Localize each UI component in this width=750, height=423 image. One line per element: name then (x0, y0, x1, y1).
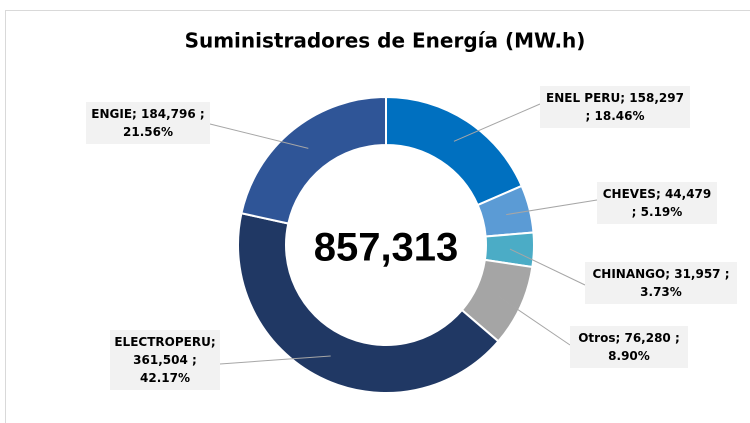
percent-label: 8.90% (608, 349, 650, 363)
data-label: CHEVES; 44,479 ; 5.19% (597, 182, 717, 224)
separator: ; (192, 353, 197, 367)
separator: ; (655, 187, 661, 201)
chart-title: Suministradores de Energía (MW.h) (185, 29, 586, 53)
separator: ; (132, 107, 137, 121)
leader-line (498, 296, 571, 346)
separator: ; (631, 205, 637, 219)
slice (237, 212, 500, 394)
separator: ; (674, 331, 680, 345)
value-label: 76,280 (624, 331, 671, 345)
percent-label: 42.17% (140, 371, 190, 385)
separator: ; (615, 331, 621, 345)
leader-line (506, 199, 598, 216)
slice (385, 95, 524, 207)
data-label: Otros; 76,280 ; 8.90% (570, 326, 688, 368)
leader-line (219, 355, 331, 365)
leader-line (209, 123, 309, 149)
leader-line (509, 248, 586, 286)
category: CHEVES (602, 187, 656, 201)
leader-line (453, 103, 541, 142)
category: ENGIE (91, 107, 133, 121)
separator: ; (665, 267, 671, 281)
category: CHINANGO (592, 267, 666, 281)
category: ENEL PERU (546, 91, 621, 105)
category: Otros (578, 331, 616, 345)
total-label: 857,313 (314, 226, 459, 270)
percent-label: 21.56% (123, 125, 173, 139)
value-label: 44,479 (664, 187, 712, 201)
percent-label: 3.73% (640, 285, 682, 299)
separator: ; (210, 335, 216, 349)
separator: ; (585, 109, 591, 123)
percent-label: 5.19% (640, 205, 683, 219)
value-label: 158,297 (629, 91, 684, 105)
value-label: 31,957 (674, 267, 721, 281)
value-label: 184,796 (141, 107, 196, 121)
data-label: ENEL PERU; 158,297 ; 18.46% (540, 86, 690, 128)
separator: ; (724, 267, 730, 281)
separator: ; (199, 107, 205, 121)
separator: ; (620, 91, 626, 105)
percent-label: 18.46% (594, 109, 645, 123)
data-label: CHINANGO; 31,957 ; 3.73% (585, 262, 737, 304)
value-label: 361,504 (133, 353, 188, 367)
data-label: ENGIE; 184,796 ; 21.56% (86, 102, 210, 144)
data-label: ELECTROPERU; 361,504 ; 42.17% (110, 330, 220, 390)
category: ELECTROPERU (114, 335, 211, 349)
slice (240, 95, 387, 225)
